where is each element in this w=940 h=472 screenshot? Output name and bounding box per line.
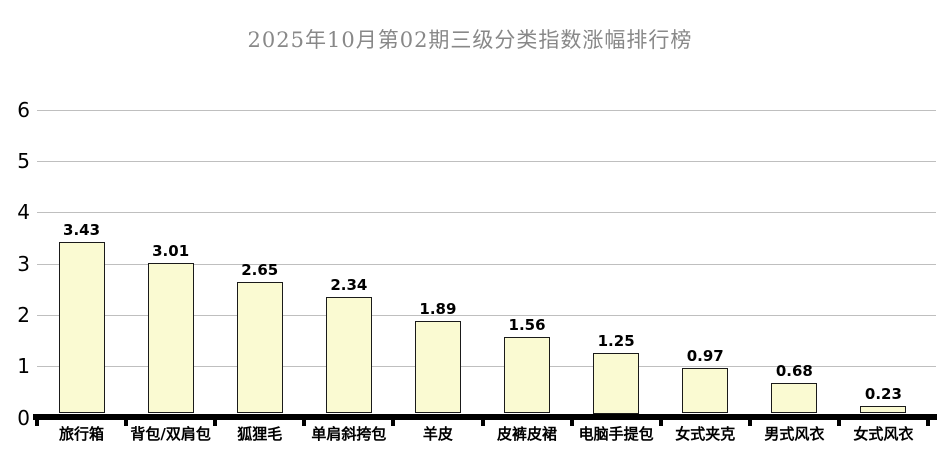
x-axis-category-label: 电脑手提包 (578, 425, 654, 443)
bar-value-label: 3.01 (152, 242, 190, 261)
x-axis-tick (926, 419, 930, 426)
bar (414, 320, 461, 414)
gridline (37, 212, 936, 214)
bar (593, 353, 640, 414)
x-axis-line (33, 413, 937, 420)
bar-value-label: 1.89 (419, 299, 457, 318)
x-axis-tick (35, 419, 39, 426)
bar (325, 297, 372, 414)
gridline (37, 161, 936, 162)
y-axis-tick-label: 1 (17, 354, 30, 379)
y-axis-tick-label: 0 (17, 405, 30, 430)
x-axis-category-label: 单肩斜挎包 (311, 425, 387, 443)
x-axis-tick (302, 419, 307, 426)
y-axis-tick-label: 3 (17, 251, 30, 276)
x-axis-category-label: 背包/双肩包 (130, 425, 211, 443)
x-axis-category-label: 狐狸毛 (237, 425, 283, 443)
bar-value-label: 2.34 (330, 276, 368, 295)
bar (860, 405, 907, 414)
x-axis-tick (569, 419, 574, 426)
gridline (37, 314, 936, 316)
bar (771, 382, 818, 414)
x-axis-tick (480, 419, 485, 426)
x-axis-category-label: 男式风衣 (764, 425, 825, 443)
bar-value-label: 3.43 (63, 220, 101, 239)
bar (147, 263, 194, 414)
y-axis-tick-label: 5 (17, 149, 30, 173)
bar-value-label: 0.97 (686, 346, 724, 365)
bar (58, 241, 105, 414)
x-axis-category-label: 女式风衣 (853, 425, 914, 443)
bar (504, 337, 551, 414)
x-axis-category-label: 羊皮 (422, 425, 453, 443)
y-axis-tick-label: 6 (17, 97, 30, 122)
gridline (37, 109, 936, 111)
x-axis-tick (747, 419, 752, 426)
x-axis-category-label: 女式夹克 (675, 425, 736, 443)
x-axis-tick (391, 419, 396, 426)
gridline (37, 366, 936, 368)
bar-value-label: 1.56 (508, 316, 546, 335)
bar-value-label: 0.68 (775, 361, 813, 380)
x-axis-tick (658, 419, 663, 426)
y-axis-tick-label: 2 (17, 302, 30, 327)
x-axis-tick (124, 419, 129, 426)
bar (236, 281, 283, 414)
chart-title: 2025年10月第02期三级分类指数涨幅排行榜 (247, 28, 693, 52)
bar (682, 367, 729, 414)
y-axis-tick-label: 4 (17, 200, 30, 225)
x-axis-category-label: 旅行箱 (59, 425, 105, 443)
bar-value-label: 1.25 (597, 332, 635, 351)
bar-value-label: 2.65 (241, 260, 279, 279)
x-axis-tick (213, 419, 218, 426)
gridline (37, 263, 936, 265)
x-axis-category-label: 皮裤皮裙 (497, 425, 558, 443)
bar-value-label: 0.23 (864, 384, 902, 403)
x-axis-tick (836, 419, 841, 426)
